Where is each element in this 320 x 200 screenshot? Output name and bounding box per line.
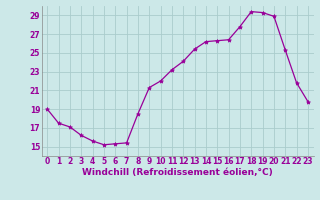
X-axis label: Windchill (Refroidissement éolien,°C): Windchill (Refroidissement éolien,°C) [82, 168, 273, 177]
